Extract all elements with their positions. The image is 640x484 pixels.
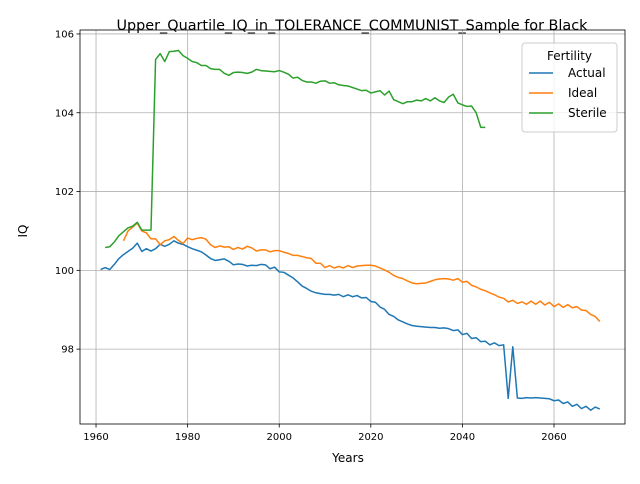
y-axis-label: IQ <box>16 225 30 238</box>
legend-frame <box>521 42 618 133</box>
series-line-sterile <box>105 49 486 249</box>
x-tick-label: 2020 <box>358 432 383 443</box>
legend-title: Fertility <box>547 49 592 63</box>
legend-label-actual: Actual <box>568 66 606 80</box>
legend-entries: Actual Ideal Sterile <box>529 66 607 120</box>
grid-layer <box>80 30 625 424</box>
x-tick-label: 1980 <box>175 432 200 443</box>
y-tick-label: 104 <box>55 108 74 119</box>
y-tick-label: 106 <box>55 30 74 41</box>
x-tick-label: 1960 <box>83 432 108 443</box>
series-layer <box>100 49 601 411</box>
x-tick-label: 2000 <box>266 432 291 443</box>
x-axis-label: Years <box>331 451 364 465</box>
series-line-actual <box>100 240 601 411</box>
axes-layer: 1960 1980 2000 2020 2040 2060 98 100 102 104 106 <box>55 29 626 443</box>
x-tick-label: 2060 <box>541 432 566 443</box>
x-tick-label: 2040 <box>450 432 475 443</box>
legend-label-ideal: Ideal <box>568 86 597 100</box>
y-tick-label: 98 <box>61 345 74 356</box>
legend-label-sterile: Sterile <box>568 106 607 120</box>
series-line-ideal <box>122 222 601 323</box>
y-tick-label: 100 <box>55 266 74 277</box>
y-tick-label: 102 <box>55 187 74 198</box>
legend: Fertility Actual Ideal Sterile <box>521 42 618 133</box>
plot-frame <box>79 29 626 425</box>
